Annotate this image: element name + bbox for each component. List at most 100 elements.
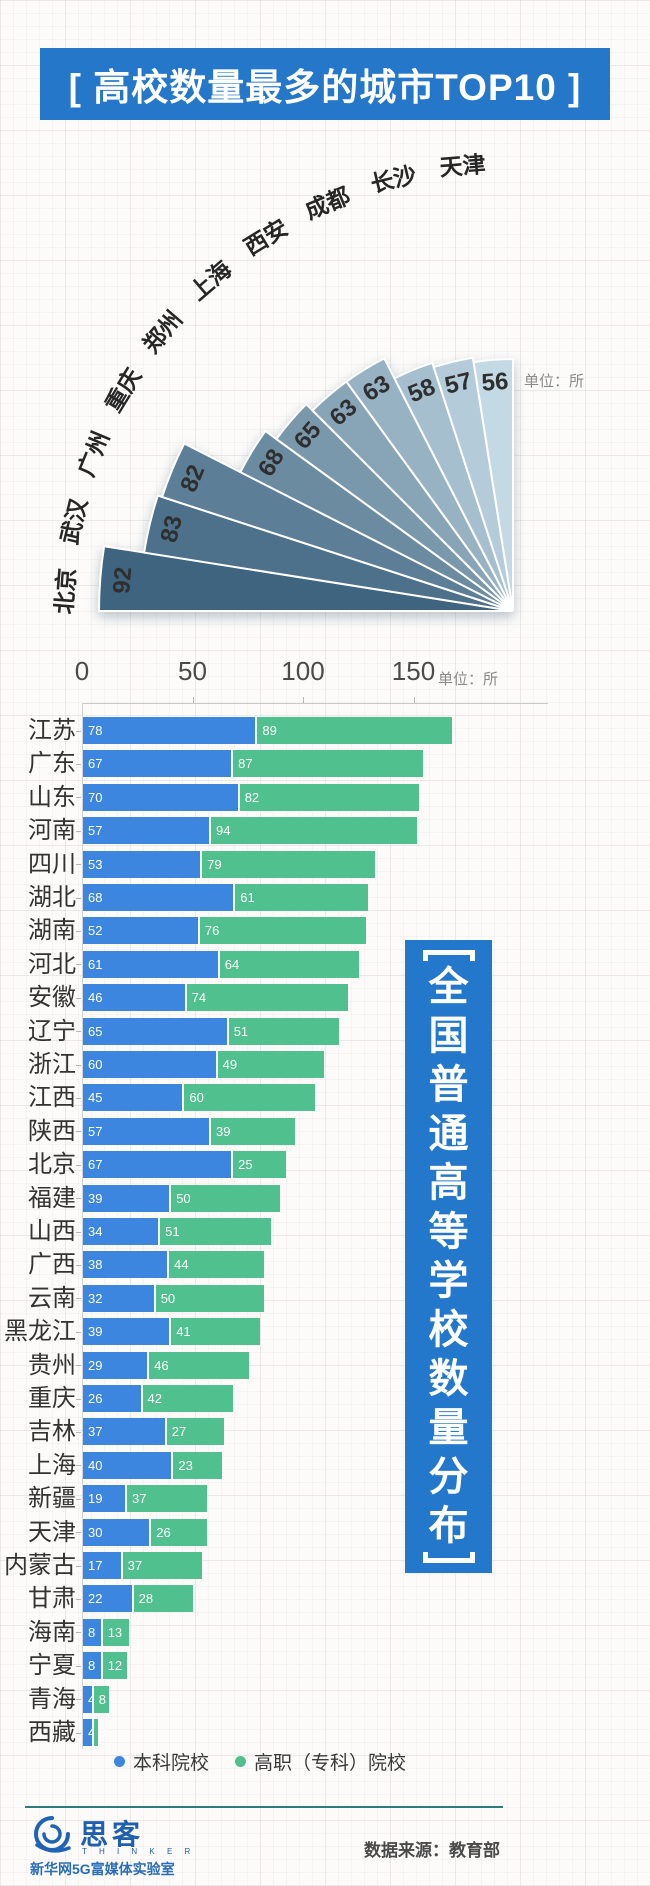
row-tick-mark [76, 1565, 81, 1567]
bar-value-label: 38 [88, 1257, 103, 1273]
bar-row-河南: 河南 57 94 [0, 817, 650, 845]
fan-city-label: 天津 [439, 151, 487, 181]
bar-segment-本科院校: 53 [83, 850, 201, 878]
legend-item-gaozhi: 高职（专科）院校 [235, 1748, 406, 1775]
bar-row-北京: 北京 67 25 [0, 1151, 650, 1179]
row-tick-mark [76, 1431, 81, 1433]
bar-segment-高职（专科）院校: 60 [182, 1084, 315, 1112]
bar-value-label: 76 [204, 923, 220, 939]
fan-unit-label: 单位：所 [524, 373, 585, 390]
bar-segment-本科院校: 4 [83, 1685, 95, 1713]
row-tick-mark [76, 1498, 81, 1500]
bar-segment-本科院校: 38 [83, 1251, 167, 1279]
province-label: 陕西 [28, 1117, 76, 1145]
bar-segment-本科院校: 68 [83, 884, 234, 911]
bar-segment-本科院校: 40 [83, 1451, 172, 1479]
bar-segment-本科院校: 45 [83, 1084, 183, 1112]
row-tick-mark [76, 1465, 81, 1467]
bar-value-label: 89 [262, 723, 277, 738]
bar-segment-高职（专科）院校: 76 [197, 917, 366, 945]
bar-row-青海: 青海 48 [0, 1685, 650, 1713]
row-tick-mark [76, 1331, 81, 1333]
side-banner-char: 等 [428, 1210, 469, 1254]
bar-value-label: 61 [240, 890, 255, 905]
bar-segment-本科院校: 22 [83, 1585, 132, 1613]
row-tick-mark [76, 897, 81, 899]
bar-value-label: 19 [88, 1491, 103, 1507]
bar-value-label: 46 [154, 1357, 169, 1373]
province-label: 海南 [28, 1618, 76, 1646]
axis-tick-mark [303, 697, 304, 703]
banner-bracket-top-icon [422, 950, 475, 961]
bar-value-label: 34 [88, 1224, 103, 1239]
fan-value-label: 57 [442, 367, 474, 399]
province-label: 山西 [28, 1218, 76, 1245]
fan-value-label: 92 [108, 566, 137, 595]
bar-segment-高职（专科）院校: 64 [217, 950, 360, 978]
side-banner-char: 布 [428, 1504, 469, 1548]
bar-value-label: 23 [178, 1457, 193, 1473]
bar-value-label: 12 [107, 1658, 123, 1674]
province-label: 新疆 [28, 1485, 76, 1513]
bar-segment-高职（专科）院校: 12 [100, 1652, 128, 1680]
side-banner-char: 量 [428, 1406, 469, 1450]
bar-segment-高职（专科）院校: 27 [164, 1418, 225, 1446]
bar-value-label: 68 [88, 890, 103, 905]
province-label: 山东 [28, 783, 76, 811]
axis-tick-mark [192, 697, 194, 703]
bar-segment-本科院校: 57 [83, 1117, 209, 1145]
row-tick-mark [76, 1699, 81, 1701]
row-tick-mark [76, 1031, 81, 1033]
bar-row-天津: 天津 30 26 [0, 1518, 650, 1546]
fan-wedge-武汉 [142, 494, 514, 612]
bar-row-江苏: 江苏 78 89 [0, 717, 650, 744]
bar-value-label: 17 [88, 1558, 103, 1573]
fan-city-label: 长沙 [368, 161, 419, 197]
side-banner-char: 学 [428, 1259, 469, 1303]
bar-row-湖南: 湖南 52 76 [0, 917, 650, 945]
bar-row-广西: 广西 38 44 [0, 1251, 650, 1279]
bar-value-label: 41 [176, 1324, 191, 1340]
row-tick-mark [76, 1164, 81, 1166]
bar-segment-高职（专科）院校: 39 [209, 1117, 296, 1145]
bar-value-label: 42 [147, 1391, 162, 1406]
bar-row-上海: 上海 40 23 [0, 1451, 650, 1479]
row-tick-mark [76, 730, 81, 732]
chart-legend: 本科院校 高职（专科）院校 [0, 1748, 520, 1775]
bar-value-label: 67 [88, 756, 103, 772]
fan-city-label: 上海 [185, 256, 237, 306]
province-label: 上海 [28, 1451, 76, 1479]
bar-row-河北: 河北 61 64 [0, 950, 650, 978]
bar-segment-高职（专科）院校: 26 [149, 1518, 207, 1546]
fan-city-label: 重庆 [100, 364, 146, 417]
bar-segment-本科院校: 32 [83, 1284, 154, 1312]
bar-row-宁夏: 宁夏 8 12 [0, 1652, 650, 1680]
province-label: 青海 [28, 1685, 76, 1713]
bar-segment-高职（专科）院校: 23 [171, 1451, 223, 1479]
bar-segment-高职（专科）院校: 8 [91, 1685, 110, 1713]
fan-value-label: 56 [481, 368, 510, 397]
province-label: 湖南 [28, 917, 76, 945]
bar-segment-高职（专科）院校: 3 [91, 1719, 106, 1746]
row-tick-mark [76, 1365, 81, 1367]
bar-segment-本科院校: 78 [83, 717, 256, 744]
brand-subtitle: T H I N K E R [82, 1847, 196, 1856]
province-label: 云南 [28, 1284, 76, 1312]
axis-tick-label: 50 [178, 656, 207, 686]
bar-value-label: 13 [107, 1624, 123, 1640]
organization-name: 新华网5G富媒体实验室 [30, 1861, 175, 1877]
bar-segment-本科院校: 46 [83, 984, 185, 1012]
row-tick-mark [76, 1198, 81, 1200]
province-label: 西藏 [28, 1719, 76, 1746]
row-tick-mark [76, 930, 81, 932]
bar-row-重庆: 重庆 26 42 [0, 1385, 650, 1412]
bar-value-label: 49 [222, 1057, 238, 1072]
bar-segment-高职（专科）院校: 50 [153, 1284, 265, 1312]
bar-row-新疆: 新疆 19 37 [0, 1485, 650, 1513]
bar-row-广东: 广东 67 87 [0, 750, 650, 778]
row-tick-mark [76, 830, 81, 832]
bar-value-label: 27 [171, 1424, 187, 1440]
bar-segment-本科院校: 60 [83, 1051, 216, 1078]
